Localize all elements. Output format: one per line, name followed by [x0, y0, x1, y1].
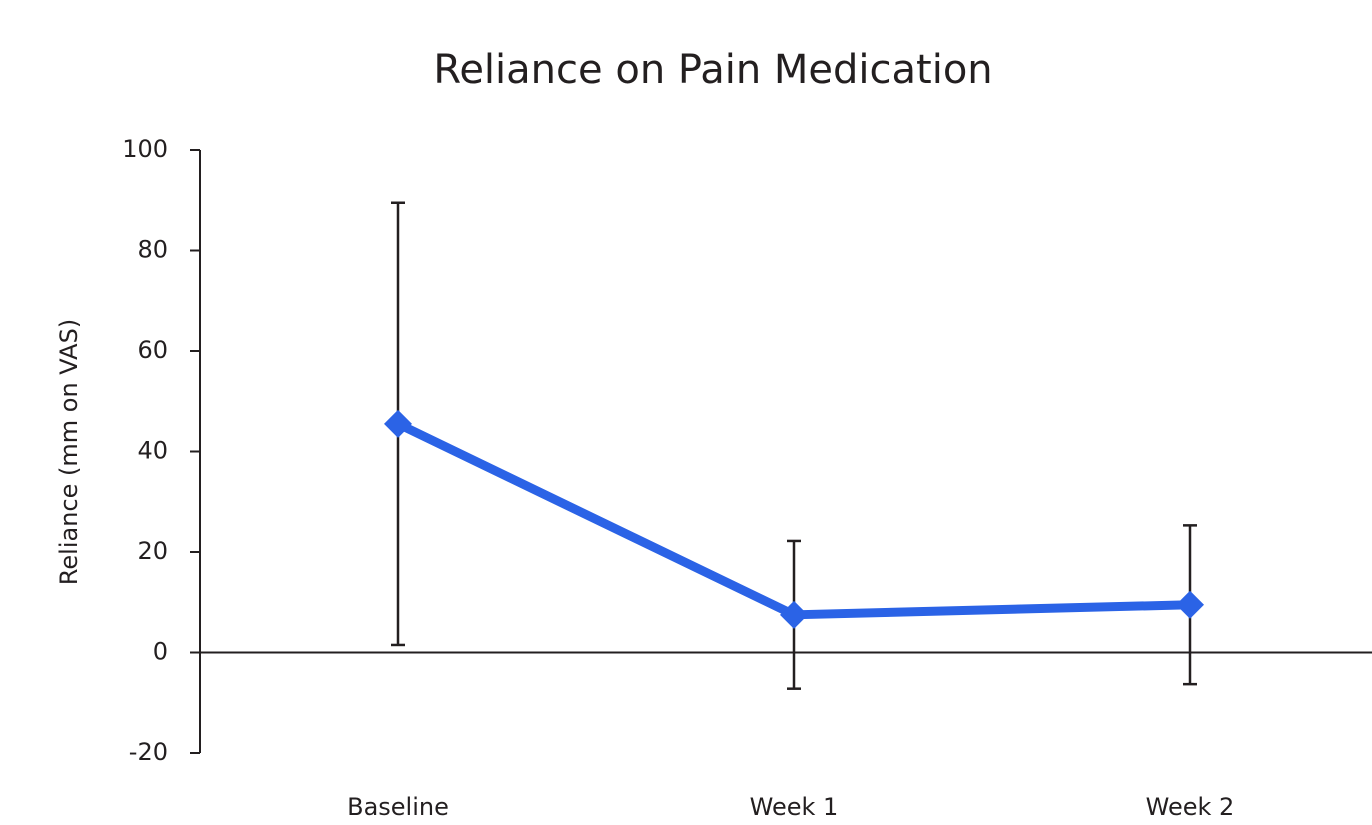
x-tick-label: Week 1 — [750, 793, 839, 821]
y-tick-label: 40 — [137, 437, 168, 465]
x-tick-label: Week 2 — [1146, 793, 1235, 821]
y-tick-label: 80 — [137, 236, 168, 264]
marker — [1176, 590, 1204, 619]
marker — [384, 409, 412, 438]
y-tick-label: 60 — [137, 336, 168, 364]
y-tick-label: -20 — [129, 738, 168, 766]
y-tick-label: 100 — [122, 135, 168, 163]
y-axis-label: Reliance (mm on VAS) — [55, 319, 83, 585]
y-tick-label: 0 — [153, 638, 168, 666]
marker — [780, 600, 808, 629]
y-tick-label: 20 — [137, 537, 168, 565]
chart-title: Reliance on Pain Medication — [433, 47, 992, 93]
x-tick-label: Baseline — [347, 793, 449, 821]
